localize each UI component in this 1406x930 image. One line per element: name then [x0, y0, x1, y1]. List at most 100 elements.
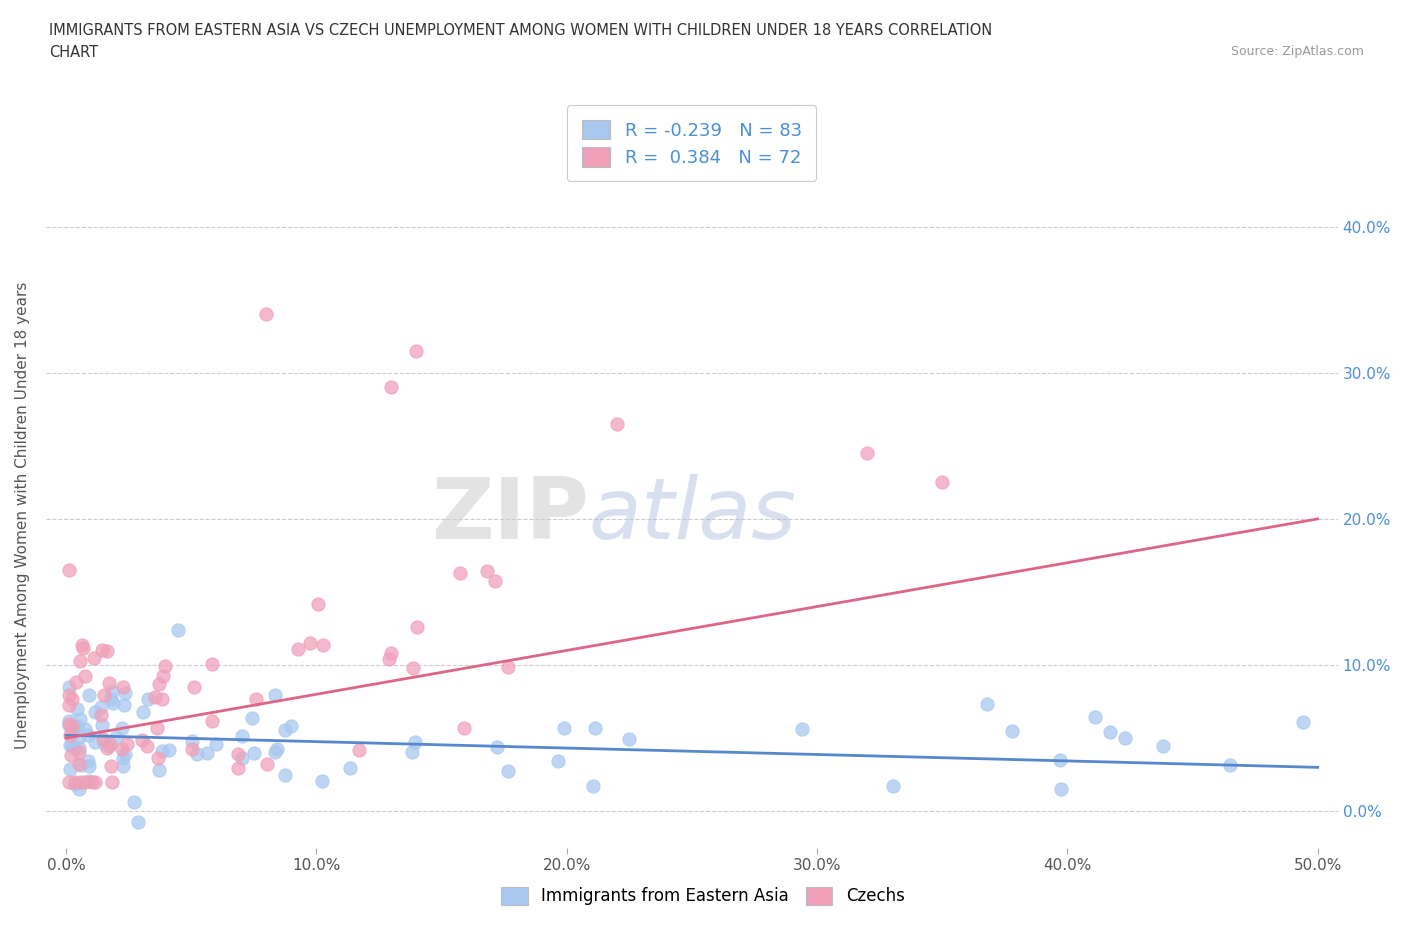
Point	[73, 775, 96, 790]
Point	[312, 638, 335, 653]
Point	[1098, 724, 1121, 739]
Point	[280, 718, 302, 733]
Point	[77, 687, 100, 702]
Legend: Immigrants from Eastern Asia, Czechs: Immigrants from Eastern Asia, Czechs	[489, 875, 917, 917]
Point	[135, 738, 157, 753]
Point	[101, 696, 124, 711]
Point	[58, 698, 80, 712]
Point	[449, 565, 471, 580]
Point	[148, 677, 170, 692]
Point	[98, 737, 121, 751]
Point	[256, 756, 278, 771]
Point	[84, 734, 107, 749]
Text: atlas: atlas	[589, 473, 796, 557]
Point	[404, 735, 426, 750]
Point	[617, 731, 640, 746]
Point	[240, 711, 263, 725]
Point	[62, 737, 84, 752]
Point	[157, 742, 180, 757]
Point	[96, 644, 118, 658]
Y-axis label: Unemployment Among Women with Children Under 18 years: Unemployment Among Women with Children U…	[15, 282, 30, 749]
Point	[245, 692, 267, 707]
Point	[138, 692, 160, 707]
Point	[66, 723, 89, 737]
Point	[1050, 781, 1073, 796]
Point	[60, 719, 83, 734]
Point	[195, 745, 218, 760]
Point	[98, 676, 121, 691]
Point	[100, 692, 122, 707]
Point	[264, 688, 287, 703]
Point	[65, 719, 87, 734]
Point	[1114, 730, 1136, 745]
Point	[63, 775, 86, 790]
Point	[931, 475, 953, 490]
Point	[205, 737, 228, 751]
Point	[150, 744, 173, 759]
Text: Source: ZipAtlas.com: Source: ZipAtlas.com	[1230, 45, 1364, 58]
Point	[114, 685, 136, 700]
Point	[606, 417, 628, 432]
Point	[84, 775, 107, 790]
Point	[112, 698, 135, 712]
Point	[273, 768, 295, 783]
Point	[226, 761, 249, 776]
Point	[347, 743, 370, 758]
Point	[91, 731, 114, 746]
Point	[63, 740, 86, 755]
Point	[101, 684, 124, 698]
Point	[72, 641, 94, 656]
Point	[485, 739, 508, 754]
Point	[131, 732, 153, 747]
Point	[59, 728, 82, 743]
Point	[58, 717, 80, 732]
Point	[69, 712, 91, 727]
Point	[91, 718, 114, 733]
Point	[582, 778, 605, 793]
Point	[75, 669, 97, 684]
Point	[378, 651, 401, 666]
Point	[69, 775, 91, 790]
Point	[122, 794, 145, 809]
Point	[254, 307, 277, 322]
Point	[401, 745, 423, 760]
Point	[70, 758, 93, 773]
Point	[82, 775, 104, 790]
Point	[83, 651, 105, 666]
Point	[231, 751, 253, 765]
Point	[406, 620, 429, 635]
Point	[380, 380, 402, 395]
Point	[67, 730, 90, 745]
Point	[243, 746, 266, 761]
Point	[307, 596, 329, 611]
Point	[67, 757, 90, 772]
Point	[976, 697, 998, 711]
Point	[65, 776, 87, 790]
Point	[76, 753, 98, 768]
Point	[90, 643, 112, 658]
Point	[58, 562, 80, 577]
Point	[67, 741, 90, 756]
Point	[90, 699, 112, 714]
Point	[73, 722, 96, 737]
Point	[200, 657, 222, 671]
Point	[311, 774, 333, 789]
Point	[547, 754, 569, 769]
Point	[153, 658, 176, 673]
Point	[882, 778, 904, 793]
Point	[58, 687, 80, 702]
Point	[496, 764, 519, 779]
Point	[97, 738, 120, 753]
Point	[1152, 738, 1174, 753]
Point	[201, 713, 224, 728]
Point	[152, 669, 174, 684]
Point	[67, 745, 90, 760]
Point	[1219, 758, 1241, 773]
Point	[96, 741, 118, 756]
Point	[475, 564, 498, 578]
Point	[180, 734, 202, 749]
Point	[58, 718, 80, 733]
Text: IMMIGRANTS FROM EASTERN ASIA VS CZECH UNEMPLOYMENT AMONG WOMEN WITH CHILDREN UND: IMMIGRANTS FROM EASTERN ASIA VS CZECH UN…	[49, 23, 993, 38]
Point	[583, 721, 606, 736]
Point	[111, 721, 134, 736]
